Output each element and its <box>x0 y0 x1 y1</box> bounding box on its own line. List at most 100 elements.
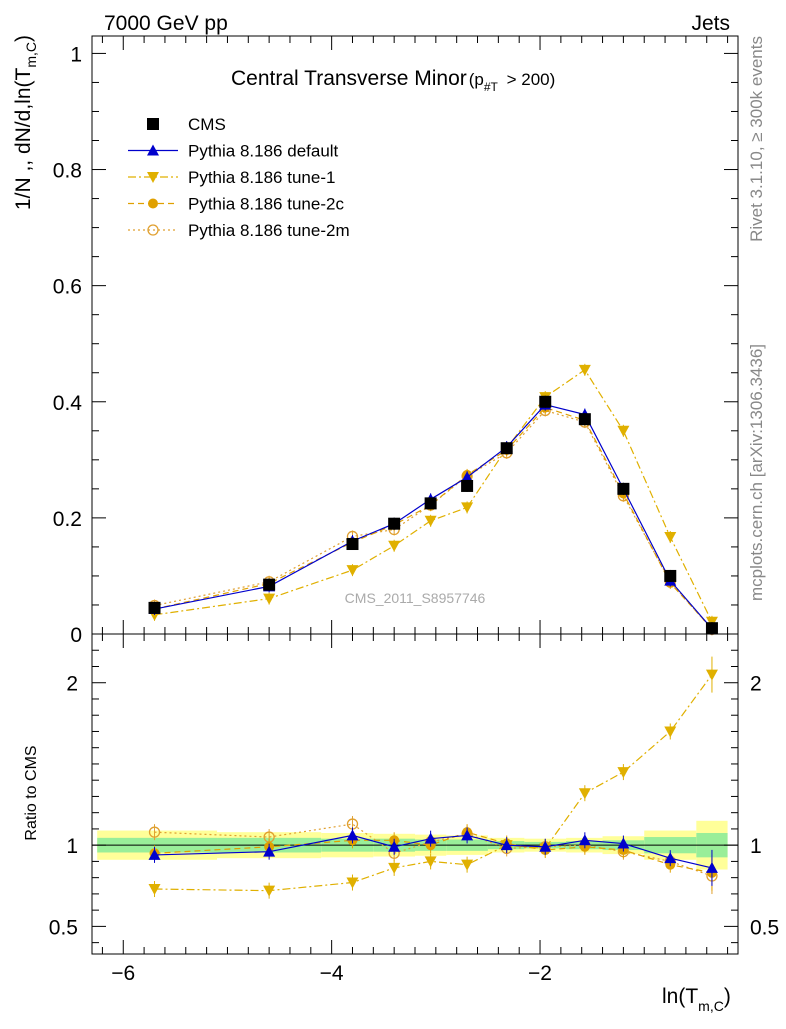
legend: CMS Pythia 8.186 default Pythia 8.186 tune… <box>128 115 350 240</box>
rivet-label: Rivet 3.1.10, ≥ 300k events <box>747 36 766 242</box>
legend-label: Pythia 8.186 tune-2c <box>188 195 344 214</box>
data-point-ratio <box>578 834 591 846</box>
data-point-main <box>424 515 437 527</box>
legend-label: Pythia 8.186 tune-2m <box>188 221 350 240</box>
series-4 <box>148 404 718 895</box>
series-line-ratio <box>154 831 713 874</box>
y-tick-label-main: 0.2 <box>53 508 82 531</box>
main-ylabel-close: ) <box>12 35 35 42</box>
x-tick-label: −4 <box>320 962 344 985</box>
data-point-ratio <box>539 840 552 852</box>
data-point-ratio <box>263 845 276 857</box>
x-tick-label: −6 <box>111 962 135 985</box>
data-point-ratio <box>461 829 474 841</box>
legend-entry-3: Pythia 8.186 tune-2c <box>128 195 344 214</box>
y-tick-label-ratio-right: 0.5 <box>750 916 779 939</box>
data-point-ratio <box>148 884 161 896</box>
energy-label: 7000 GeV pp <box>104 12 228 35</box>
data-point-ratio <box>461 859 474 871</box>
data-point-main <box>388 540 401 552</box>
data-point-main <box>461 479 474 492</box>
main-ylabel-sub: m,C <box>23 42 39 68</box>
series-line-ratio <box>154 674 713 892</box>
series-3 <box>149 401 717 891</box>
data-point-main <box>705 622 718 635</box>
y-tick-label-main: 0.8 <box>53 160 82 183</box>
data-point-ratio <box>705 669 718 681</box>
data-point-ratio <box>705 861 718 873</box>
data-point-main <box>617 425 630 437</box>
main-ylabel: 1/N ,, dN/d,ln(Tm,C) <box>12 35 39 210</box>
data-point-main <box>263 593 276 605</box>
legend-marker <box>147 118 159 130</box>
legend-entry-1: Pythia 8.186 default <box>128 142 339 161</box>
data-point-ratio <box>346 877 359 889</box>
data-point-main <box>346 565 359 577</box>
xlabel: ln(Tm,C) <box>662 985 731 1014</box>
main-ylabel-text: 1/N ,, dN/d,ln(T <box>12 68 35 211</box>
plot-title-main: Central Transverse Minor <box>231 67 467 90</box>
legend-marker <box>147 144 159 156</box>
series-2 <box>148 363 718 899</box>
series-0 <box>148 395 718 635</box>
y-tick-label-ratio: 1 <box>66 835 78 858</box>
y-tick-label-ratio-right: 1 <box>750 835 762 858</box>
data-point-ratio <box>388 862 401 874</box>
xlabel-close: ) <box>724 985 731 1008</box>
legend-entry-0: CMS <box>147 115 226 134</box>
y-tick-label-main: 0.6 <box>53 276 82 299</box>
data-point-main <box>148 601 161 614</box>
xlabel-sub: m,C <box>698 998 724 1014</box>
data-point-main <box>388 517 401 530</box>
data-point-main <box>346 538 359 551</box>
data-point-main <box>263 578 276 591</box>
data-point-ratio <box>617 767 630 779</box>
data-point-main <box>664 532 677 544</box>
y-tick-label-main: 0.4 <box>53 392 83 415</box>
process-label: Jets <box>691 12 730 35</box>
ratio-frame <box>91 633 739 955</box>
data-point-ratio <box>424 856 437 868</box>
data-point-ratio <box>346 829 359 841</box>
legend-marker <box>147 172 159 183</box>
data-point-ratio <box>617 837 630 849</box>
y-tick-label-ratio-right: 2 <box>750 673 762 696</box>
legend-label: Pythia 8.186 default <box>188 142 339 161</box>
legend-entry-2: Pythia 8.186 tune-1 <box>128 168 335 187</box>
data-point-ratio <box>664 726 677 738</box>
ratio-ylabel: Ratio to CMS <box>23 745 40 840</box>
data-point-main <box>664 569 677 582</box>
series-line-main <box>154 409 713 630</box>
legend-entry-4: Pythia 8.186 tune-2m <box>128 221 350 240</box>
ratio-bands <box>92 820 738 870</box>
data-point-main <box>578 364 591 376</box>
data-point-ratio <box>148 826 161 838</box>
data-point-ratio <box>500 839 513 851</box>
y-tick-label-main: 1 <box>70 43 82 66</box>
data-point-ratio <box>263 885 276 897</box>
legend-marker <box>148 198 158 209</box>
series-group <box>148 363 718 899</box>
plot-title-cut: (p <box>469 70 484 89</box>
data-point-ratio <box>148 848 161 860</box>
legend-label: Pythia 8.186 tune-1 <box>188 168 335 187</box>
plot-title-cut-sub: #T <box>484 80 499 94</box>
data-point-main <box>424 497 437 510</box>
y-tick-label-ratio: 0.5 <box>49 916 78 939</box>
data-point-main <box>539 395 552 408</box>
y-tick-label-main: 0 <box>70 624 82 647</box>
data-point-ratio <box>664 852 677 864</box>
y-tick-label-ratio: 2 <box>66 673 78 696</box>
series-line-main <box>154 368 713 623</box>
axes-ticks: −6 −4 −2 0 0.2 0.4 0.6 0.8 1 0.5 0.5 1 1 2 2 <box>49 36 779 985</box>
series-line-main <box>154 404 713 630</box>
plot-title: Central Transverse Minor (p#T > 200) <box>231 67 555 94</box>
mcplots-label: mcplots.cern.ch [arXiv:1306.3436] <box>747 344 766 601</box>
data-point-main <box>461 471 474 483</box>
legend-label: CMS <box>188 115 226 134</box>
x-tick-label: −2 <box>528 962 552 985</box>
data-point-main <box>578 413 591 426</box>
series-line-ratio <box>154 823 713 877</box>
